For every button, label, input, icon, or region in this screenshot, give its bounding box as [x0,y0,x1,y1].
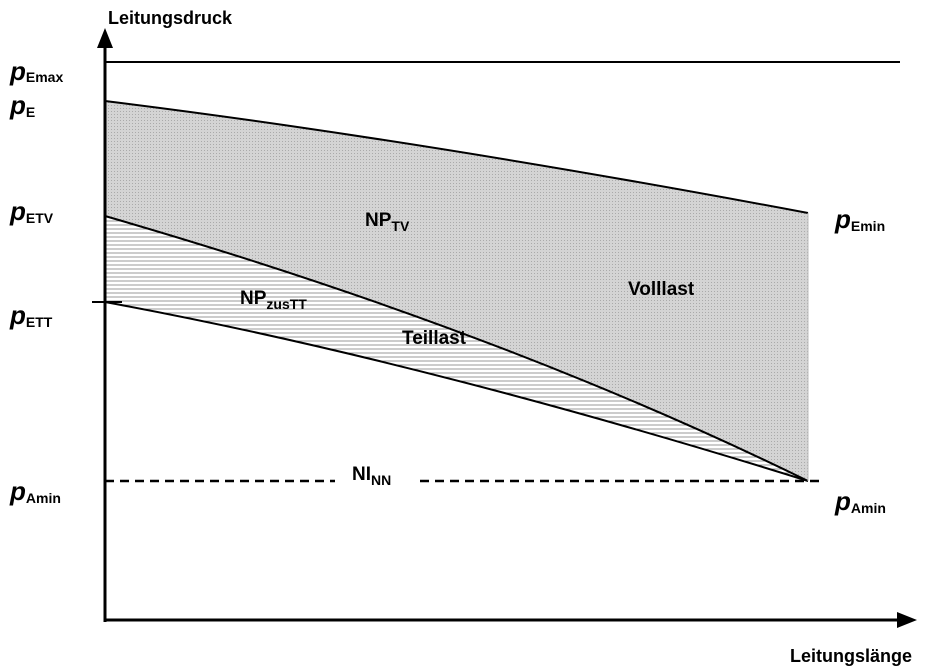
label-part: p [9,196,26,226]
label-part: NN [371,472,391,488]
label-part: zusTT [266,296,307,312]
region-label: NPTV [365,210,410,234]
label-part: TV [391,218,410,234]
load-label: Volllast [628,279,695,300]
region-label: NINN [352,464,391,488]
label-part: Amin [26,490,61,506]
right-label: pEmin [834,204,885,234]
label-part: p [834,204,851,234]
left-label: pETT [9,300,53,330]
y-arrow [97,28,113,48]
x-axis-label: Leitungslänge [790,646,912,666]
label-part: p [834,486,851,516]
label-part: ETT [26,314,53,330]
label-part: NP [240,288,267,309]
pett-line [104,301,809,482]
right-label: pAmin [834,486,886,516]
left-label: pEmax [9,56,63,86]
label-part: Emax [26,69,64,85]
label-part: NP [365,210,392,231]
x-arrow [897,612,917,628]
label-part: p [9,476,26,506]
label-part: Emin [851,218,885,234]
left-label: pAmin [9,476,61,506]
label-part: Amin [851,500,886,516]
region-label: NPzusTT [240,288,307,312]
left-label: pETV [9,196,54,226]
petv-line [104,215,809,482]
label-part: NI [352,464,371,485]
pe-line [104,100,809,214]
full-load-region [105,101,808,481]
label-part: E [26,104,35,120]
label-part: p [9,90,26,120]
y-axis-label: Leitungsdruck [108,8,233,28]
load-label: Teillast [402,328,467,349]
label-part: p [9,300,26,330]
label-part: p [9,56,26,86]
label-part: ETV [26,210,54,226]
part-load-region [105,216,808,481]
left-label: pE [9,90,35,120]
